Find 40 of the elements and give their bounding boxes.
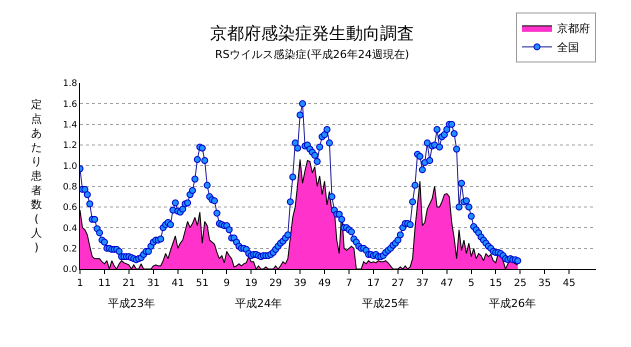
text: 定点あたり患者数(人) [31,98,42,254]
x-tick-label: 7 [346,278,352,289]
y-tick-label: 0.6 [62,203,78,214]
x-tick-label: 47 [440,278,454,289]
x-tick-label: 15 [489,278,502,289]
x-tick-label: 1 [76,278,84,289]
y-tick-label: 0.8 [62,182,78,192]
text: 平成23年 [108,297,155,310]
x-tick-label: 9 [224,278,230,289]
x-tick-label: 31 [146,278,160,289]
y-tick-label: 1.6 [62,100,78,110]
x-tick-label: 27 [392,278,404,289]
x-tick-label: 39 [294,278,306,289]
x-tick-label: 45 [562,278,576,289]
y-tick-label: 1.0 [62,162,78,172]
x-tick-label: 17 [367,278,380,289]
x-tick-label: 19 [244,278,258,289]
legend-label: 全国 [557,41,579,54]
x-tick-label: 37 [416,278,429,289]
x-tick-label: 5 [468,278,474,289]
y-tick-label: 0.0 [62,265,78,276]
chart-subtitle: RSウイルス感染症(平成26年24週現在) [215,48,410,61]
x-tick-label: 29 [269,278,282,289]
chart-title: 京都府感染症発生動向調査 [210,24,414,44]
text: 平成24年 [235,297,282,310]
y-tick-label: 1.2 [62,141,78,152]
x-tick-label: 11 [98,278,111,289]
x-tick-label: 49 [318,278,331,289]
y-tick-label: 1.4 [62,120,78,130]
x-tick-label: 51 [196,278,209,289]
x-tick-label: 21 [122,278,136,289]
x-tick-label: 35 [538,278,552,289]
y-tick-label: 0.4 [62,224,78,234]
y-tick-label: 0.2 [62,244,78,254]
y-tick-label: 1.8 [62,79,78,90]
text: 平成25年 [362,297,409,310]
x-tick-label: 25 [514,278,527,289]
legend-label: 京都府 [557,22,590,36]
x-tick-label: 41 [171,278,184,289]
text: 平成26年 [489,297,536,310]
